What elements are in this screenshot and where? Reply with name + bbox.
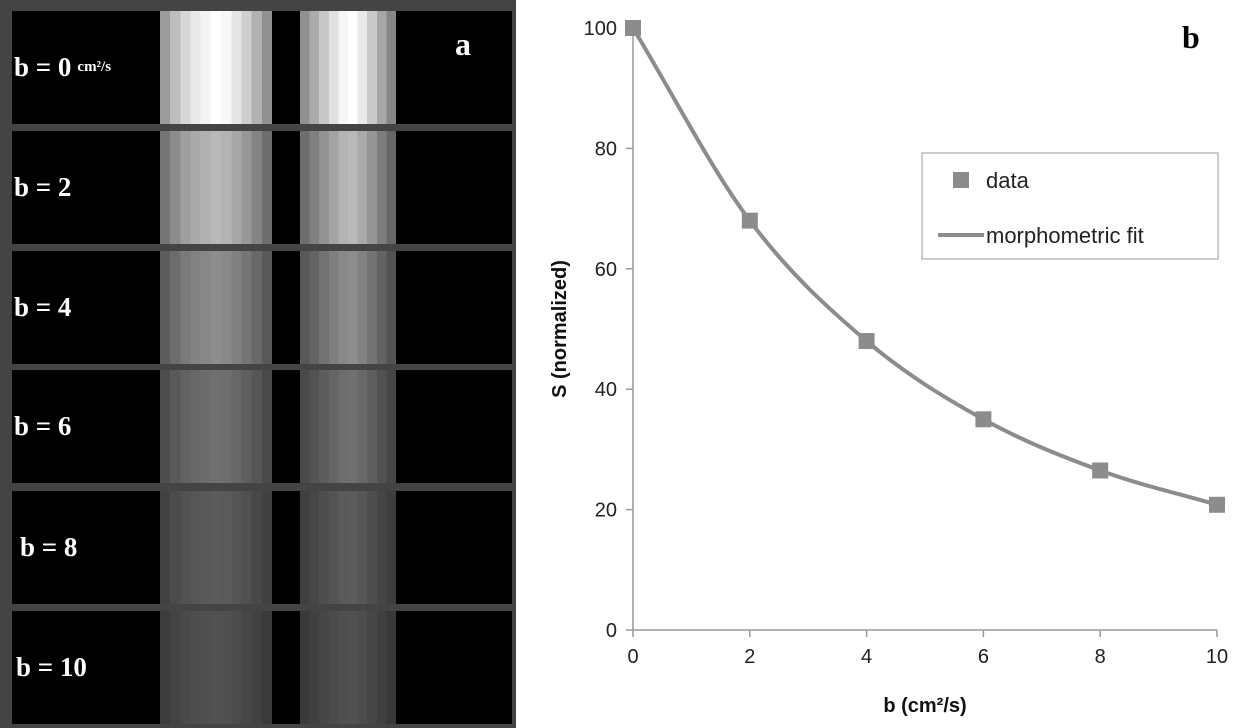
intensity-band-right xyxy=(300,131,396,244)
chart-marks xyxy=(625,20,1225,513)
intensity-band-left xyxy=(160,370,272,483)
intensity-band-right xyxy=(300,611,396,724)
data-point xyxy=(625,20,641,36)
legend-box xyxy=(921,152,1219,260)
x-tick-label: 8 xyxy=(1095,646,1106,668)
legend-label: morphometric fit xyxy=(986,223,1144,248)
y-tick-label: 80 xyxy=(595,138,617,160)
intensity-band-right xyxy=(300,251,396,364)
y-tick-label: 60 xyxy=(595,259,617,281)
row-label: b = 4 xyxy=(12,251,71,364)
intensity-band-left xyxy=(160,251,272,364)
intensity-band-right xyxy=(300,370,396,483)
intensity-band-left xyxy=(160,491,272,604)
image-row: b = 4 xyxy=(12,251,512,364)
chart-axes: 0 20 40 60 80 100 0 2 4 6 8 10 b (cm²/s) S (normalize… xyxy=(549,18,1228,717)
x-tick-label: 0 xyxy=(627,646,638,668)
row-label: b = 0 cm²/s xyxy=(12,11,111,124)
intensity-band-left xyxy=(160,131,272,244)
y-tick-label: 100 xyxy=(584,18,617,40)
x-tick-label: 4 xyxy=(861,646,872,668)
chart-legend: data morphometric fit xyxy=(921,152,1219,260)
row-label: b = 8 xyxy=(12,491,77,604)
row-label-text: b = 8 xyxy=(20,532,78,562)
row-label-text: b = 2 xyxy=(14,172,72,202)
row-label: b = 10 xyxy=(12,611,87,724)
intensity-band-right xyxy=(300,491,396,604)
legend-label: data xyxy=(986,168,1030,193)
image-row: b = 0 cm²/s xyxy=(12,11,512,124)
data-point xyxy=(975,411,992,428)
y-tick-label: 40 xyxy=(595,379,617,401)
image-row: b = 8 xyxy=(12,491,512,604)
intensity-band-right xyxy=(300,11,396,124)
data-point xyxy=(858,333,875,350)
x-tick-label: 2 xyxy=(744,646,755,668)
data-point xyxy=(1209,496,1225,513)
row-label: b = 6 xyxy=(12,370,71,483)
fit-line xyxy=(631,26,1218,507)
intensity-band-left xyxy=(160,611,272,724)
row-label-text: b = 10 xyxy=(16,652,87,682)
x-tick-label: 6 xyxy=(978,646,989,668)
row-label-unit: cm²/s xyxy=(77,59,112,75)
image-row: b = 6 xyxy=(12,370,512,483)
x-axis-title: b (cm²/s) xyxy=(883,695,966,717)
chart-svg: 0 20 40 60 80 100 0 2 4 6 8 10 b (cm²/s) S (normalize… xyxy=(549,18,1228,717)
legend-marker xyxy=(953,172,969,188)
image-row: b = 10 xyxy=(12,611,512,724)
panel-b-letter: b xyxy=(1182,19,1200,55)
row-label-text: b = 6 xyxy=(14,411,72,441)
y-tick-label: 0 xyxy=(606,620,617,642)
row-label: b = 2 xyxy=(12,131,71,244)
y-tick-label: 20 xyxy=(595,500,617,522)
data-point xyxy=(1092,462,1109,479)
x-tick-label: 10 xyxy=(1206,646,1228,668)
panel-b-chart: 0 20 40 60 80 100 0 2 4 6 8 10 b (cm²/s) S (normalize… xyxy=(522,0,1254,728)
intensity-band-left xyxy=(160,11,272,124)
row-label-text: b = 4 xyxy=(14,292,72,322)
panel-a-letter: a xyxy=(455,26,471,62)
row-label-text: b = 0 xyxy=(14,52,72,82)
panel-a-image-stack: b = 0 cm²/s b = 2 b = 4 b = 6 b = 8 b = 10 a xyxy=(0,0,516,728)
y-axis-title: S (normalized) xyxy=(549,260,571,398)
image-row: b = 2 xyxy=(12,131,512,244)
data-point xyxy=(741,212,758,229)
